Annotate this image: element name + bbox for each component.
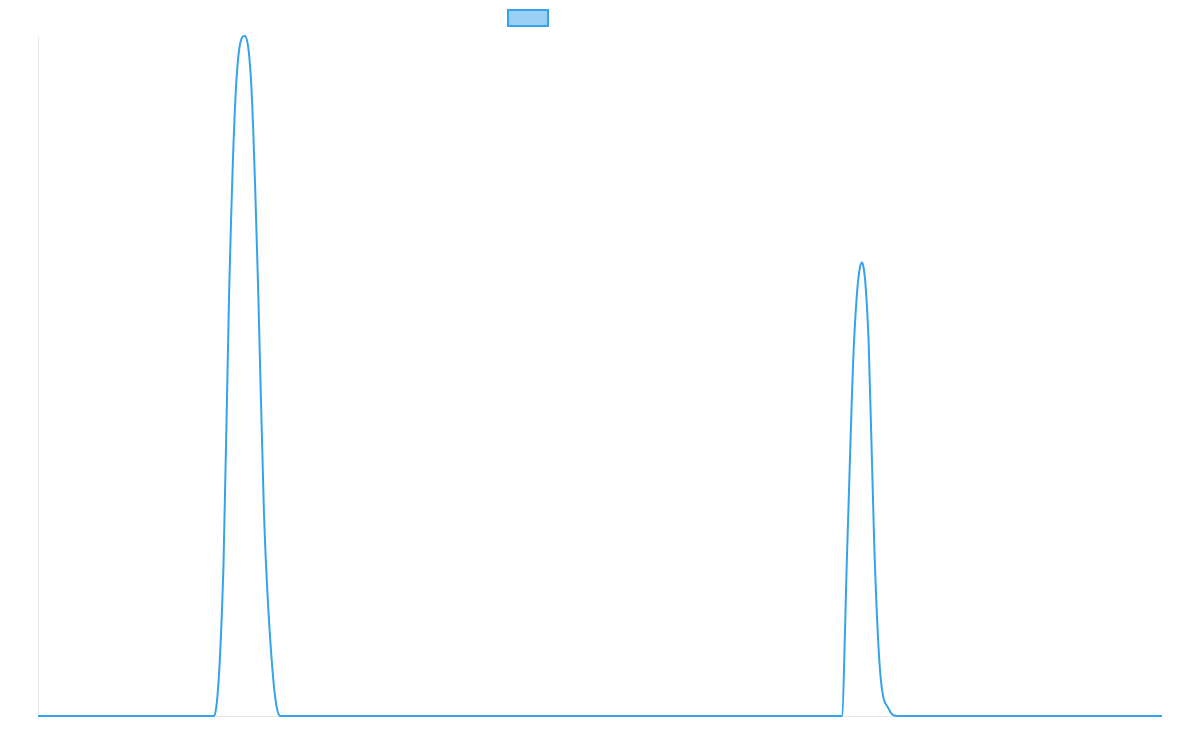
series-group [38,35,1162,718]
series-line-0[interactable] [38,35,1162,718]
legend-swatch[interactable] [507,9,549,27]
legend[interactable] [507,9,549,27]
